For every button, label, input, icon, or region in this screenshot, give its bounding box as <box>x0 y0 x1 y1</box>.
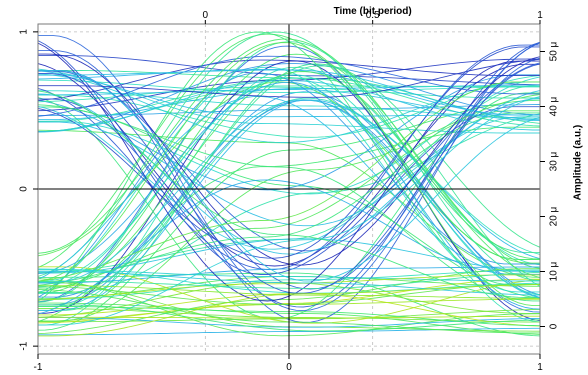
bottom-axis-tick-label: -1 <box>34 362 43 373</box>
top-axis-tick-label: 0 <box>203 10 209 21</box>
right-axis-tick-label: 20 μ <box>549 206 560 226</box>
left-axis-tick-label: 1 <box>19 29 30 35</box>
left-axis-tick-label: -1 <box>19 341 30 350</box>
top-axis-tick-label: 0.5 <box>366 10 380 21</box>
top-axis-tick-label: 1 <box>537 10 543 21</box>
right-axis-tick-label: 0 <box>549 323 560 329</box>
center-crosshair <box>38 24 540 354</box>
right-axis-tick-label: 10 μ <box>549 261 560 281</box>
right-axis-title: Amplitude (a.u.) <box>573 125 584 201</box>
bottom-axis-tick-label: 0 <box>286 362 292 373</box>
right-axis-tick-label: 40 μ <box>549 96 560 116</box>
axes: -1 0 1 0 0.5 1 Time (bit period) 1 0 -1 0 10 μ 20 μ 3… <box>19 6 584 373</box>
bottom-axis-tick-label: 1 <box>537 362 543 373</box>
top-axis-title: Time (bit period) <box>334 6 412 17</box>
right-axis-tick-label: 50 μ <box>549 41 560 61</box>
right-axis-tick-label: 30 μ <box>549 151 560 171</box>
left-axis-tick-label: 0 <box>19 186 30 192</box>
